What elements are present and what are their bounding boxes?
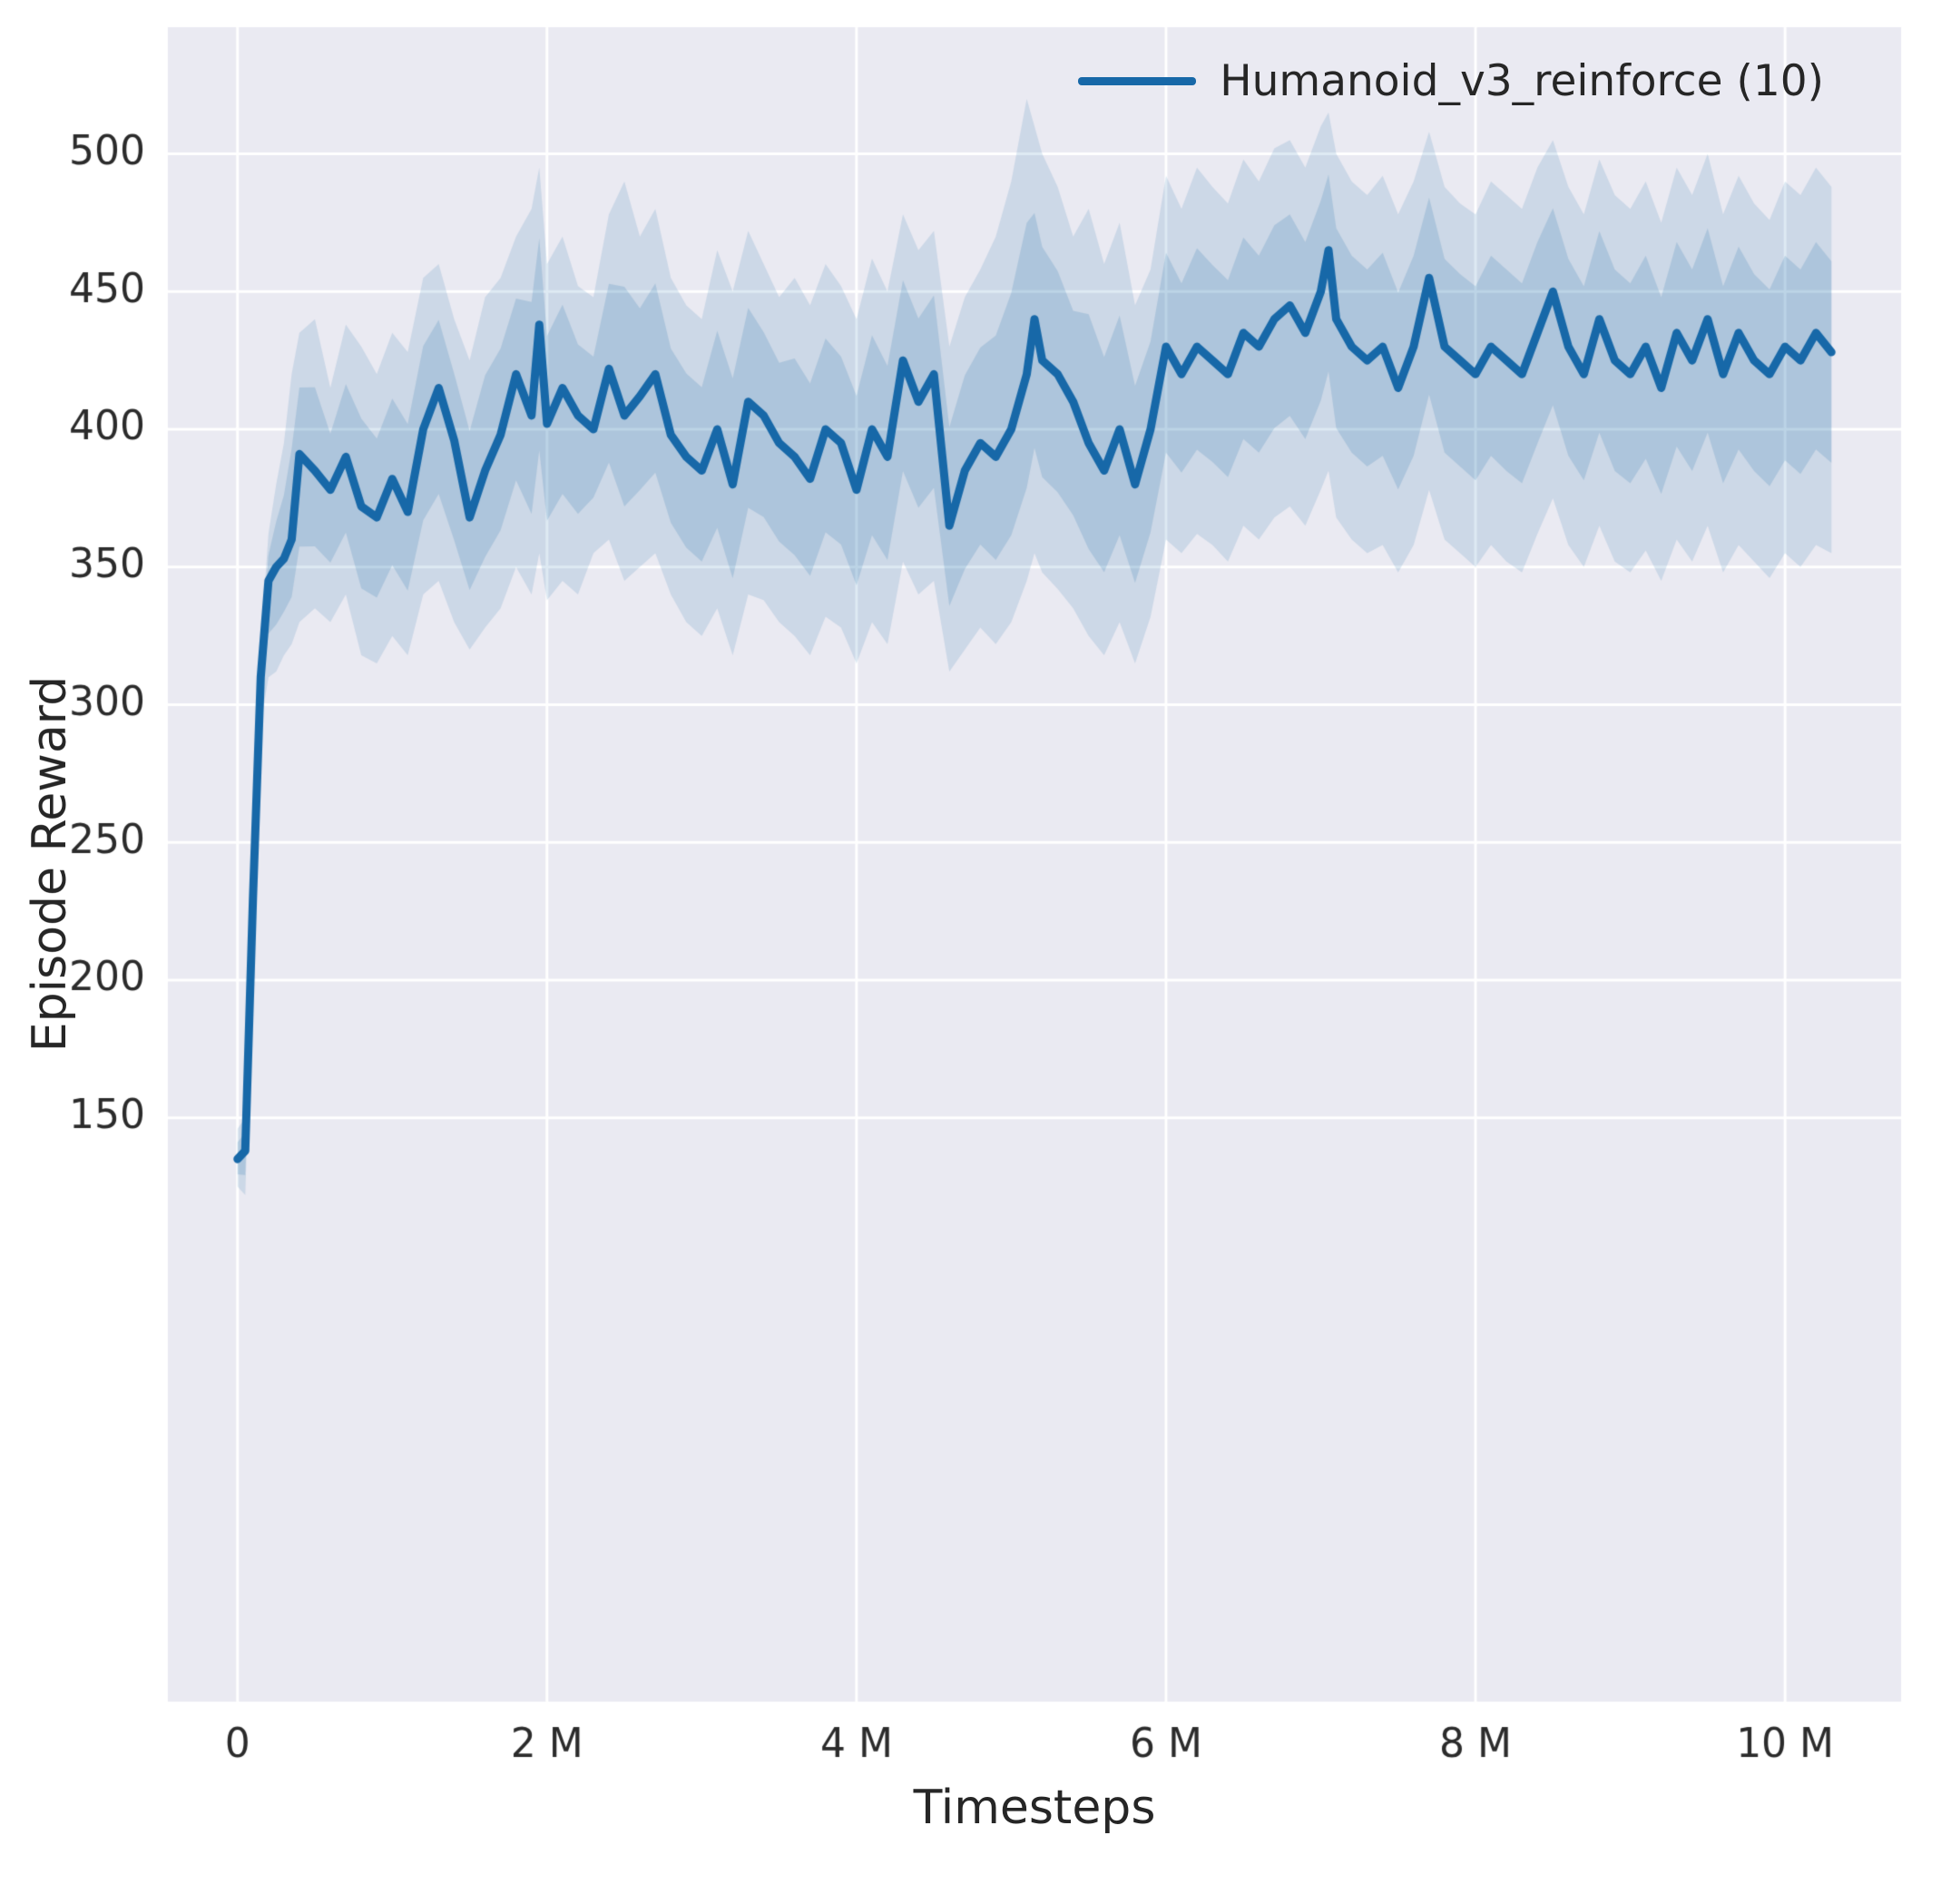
y-axis-label: Episode Reward xyxy=(23,675,77,1053)
legend: Humanoid_v3_reinforce (10) xyxy=(1078,56,1824,106)
legend-label: Humanoid_v3_reinforce (10) xyxy=(1220,56,1824,106)
legend-line-swatch xyxy=(1078,77,1197,85)
x-axis-label: Timesteps xyxy=(913,1781,1156,1835)
